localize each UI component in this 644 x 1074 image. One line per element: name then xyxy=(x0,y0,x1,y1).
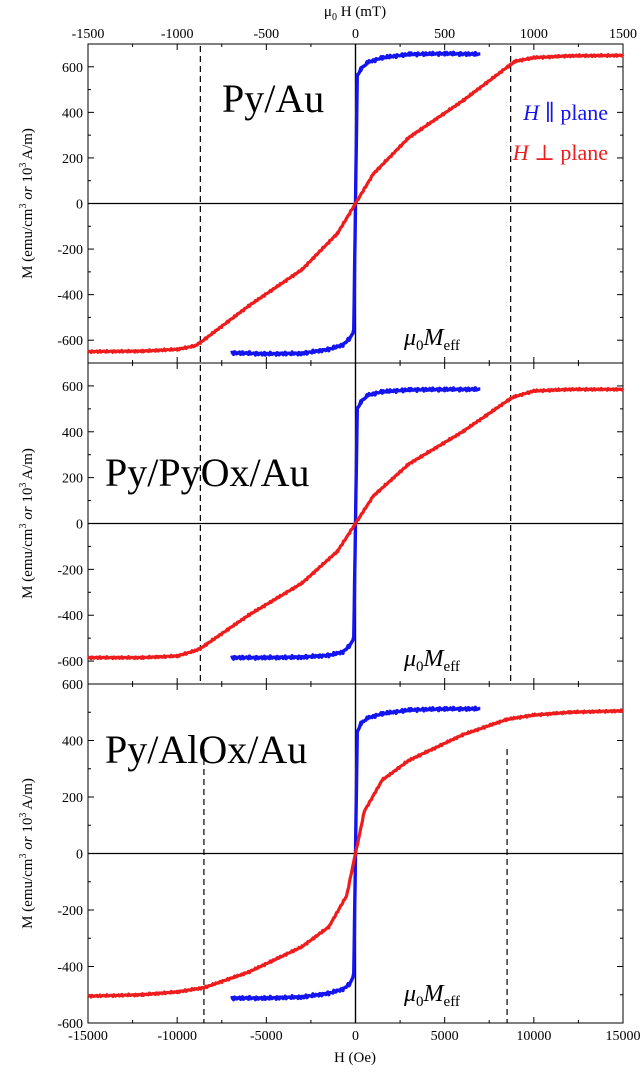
y-tick-label: 600 xyxy=(62,678,83,693)
bottom-tick-label: -5000 xyxy=(250,1029,283,1044)
legend-perpendicular: H ⊥ plane xyxy=(512,140,608,165)
y-tick-label: -400 xyxy=(57,609,83,624)
top-tick-label: -1500 xyxy=(72,27,105,42)
meff-annotation: μ0Meff xyxy=(403,981,460,1010)
chart-panel-1: -600 -400 -200 0 200 400 600 Py/Au μ0Meff M (emu/… xyxy=(18,43,625,364)
y-tick-label: -200 xyxy=(57,904,83,919)
y-tick-label: 400 xyxy=(62,426,83,441)
bottom-tick-label: 15000 xyxy=(606,1029,641,1044)
y-tick-label: 600 xyxy=(62,380,83,395)
legend: H ∥ plane H ⊥ plane xyxy=(512,100,608,165)
y-tick-label: 400 xyxy=(62,106,83,121)
chart-panel-2: -600 -400 -200 0 200 400 600 Py/PyOx/Au μ0Meff M … xyxy=(18,362,625,685)
y-tick-label: -200 xyxy=(57,563,83,578)
y-tick-label: -600 xyxy=(57,334,83,349)
y-tick-label: -600 xyxy=(57,655,83,670)
y-tick-label: -600 xyxy=(57,1017,83,1032)
series-perpendicular-curve xyxy=(87,53,625,355)
y-tick-label: 0 xyxy=(76,198,83,213)
top-tick-label: -500 xyxy=(253,27,279,42)
y-tick-label: 200 xyxy=(62,152,83,167)
bottom-tick-label: 10000 xyxy=(516,1029,551,1044)
bottom-tick-label: -15000 xyxy=(68,1029,108,1044)
series-perpendicular-curve xyxy=(87,386,625,661)
y-tick-label: 400 xyxy=(62,735,83,750)
meff-annotation: μ0Meff xyxy=(403,646,460,675)
series-perpendicular-curve xyxy=(87,708,624,999)
bottom-axis-title: H (Oe) xyxy=(334,1050,376,1066)
y-tick-label: 0 xyxy=(76,848,83,863)
top-tick-label: -1000 xyxy=(161,27,194,42)
y-axis-title: M (emu/cm3 or 103 A/m) xyxy=(18,448,36,599)
y-tick-label: -400 xyxy=(57,961,83,976)
y-axis-title: M (emu/cm3 or 103 A/m) xyxy=(18,128,36,279)
bottom-tick-label: -10000 xyxy=(157,1029,197,1044)
top-tick-label: 1000 xyxy=(520,27,548,42)
bottom-tick-label: 5000 xyxy=(431,1029,459,1044)
y-axis-title: M (emu/cm3 or 103 A/m) xyxy=(18,778,36,929)
chart-panel-3: -600 -400 -200 0 200 400 600 Py/AlOx/Au μ0Meff M … xyxy=(18,678,624,1032)
top-axis-title: μ0 H (mT) xyxy=(324,4,386,23)
y-tick-label: -200 xyxy=(57,243,83,258)
sample-label: Py/Au xyxy=(222,76,324,121)
y-tick-label: 200 xyxy=(62,472,83,487)
top-tick-label: 500 xyxy=(434,27,455,42)
y-tick-label: -400 xyxy=(57,289,83,304)
legend-parallel: H ∥ plane xyxy=(522,100,608,125)
y-tick-label: 200 xyxy=(62,791,83,806)
top-tick-label: 0 xyxy=(352,27,359,42)
y-tick-label: 600 xyxy=(62,61,83,76)
top-tick-label: 1500 xyxy=(609,27,637,42)
sample-label: Py/PyOx/Au xyxy=(105,450,310,495)
y-tick-label: 0 xyxy=(76,518,83,533)
panels-group: -600 -400 -200 0 200 400 600 Py/Au μ0Meff M (emu/… xyxy=(18,27,641,1044)
bottom-tick-label: 0 xyxy=(352,1029,359,1044)
meff-annotation: μ0Meff xyxy=(403,325,460,354)
sample-label: Py/AlOx/Au xyxy=(105,727,307,772)
